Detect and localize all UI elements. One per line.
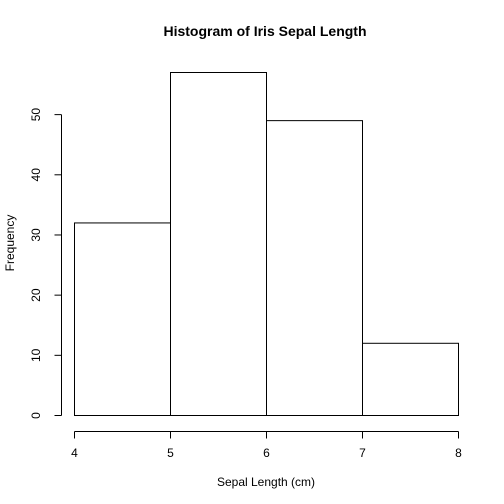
x-tick-label-2: 6	[263, 446, 270, 460]
y-tick-label-0: 0	[29, 412, 43, 419]
x-tick-label-3: 7	[359, 446, 366, 460]
histogram-bar-2	[266, 120, 363, 416]
histogram-bar-3	[362, 342, 459, 416]
x-axis: 4 5 6 7 8	[71, 431, 462, 460]
x-tick-label-0: 4	[71, 446, 78, 460]
x-tick-label-4: 8	[455, 446, 462, 460]
y-tick-label-1: 10	[29, 348, 43, 362]
bars-layer	[74, 72, 459, 416]
y-tick-label-4: 40	[29, 168, 43, 182]
y-axis: 0 10 20 30 40 50	[29, 108, 62, 419]
y-tick-label-2: 20	[29, 288, 43, 302]
x-tick-label-1: 5	[167, 446, 174, 460]
histogram-bar-1	[170, 72, 267, 416]
y-tick-label-3: 30	[29, 228, 43, 242]
chart-title: Histogram of Iris Sepal Length	[163, 23, 366, 39]
histogram-bar-0	[74, 222, 171, 416]
y-tick-label-5: 50	[29, 108, 43, 122]
y-axis-label: Frequency	[3, 215, 17, 272]
x-axis-label: Sepal Length (cm)	[217, 475, 315, 489]
